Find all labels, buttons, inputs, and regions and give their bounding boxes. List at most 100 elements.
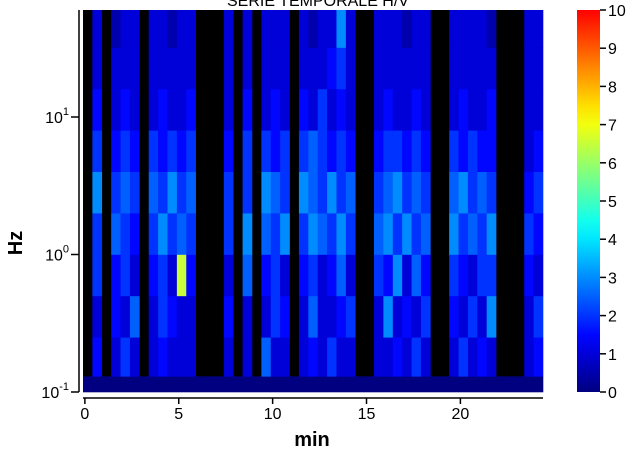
heatmap-cell [120,130,131,173]
heatmap-cell [120,47,131,90]
heatmap-cell [383,213,394,255]
heatmap-cell [167,376,178,393]
heatmap-cell [420,254,431,297]
heatmap-cell [533,213,544,255]
heatmap-cell [223,47,234,90]
heatmap-cell [327,171,337,214]
heatmap-cell [317,376,328,393]
heatmap-cell [111,213,121,255]
colorbar-tick-label: 8 [608,79,617,96]
heatmap-cell [392,337,403,377]
heatmap-cell [186,213,196,255]
heatmap-cell [439,376,450,393]
heatmap-cell [449,337,459,377]
heatmap-cell [158,254,168,297]
heatmap-cell [336,47,347,90]
heatmap-cell [411,254,422,297]
heatmap-cell [420,295,431,338]
heatmap-cell [345,295,356,338]
heatmap-cell [336,130,347,173]
heatmap-cell [374,295,384,338]
heatmap-cell [477,337,487,377]
heatmap-cell [186,376,196,393]
heatmap-cell [148,47,159,90]
heatmap-cell [383,171,394,214]
heatmap-cell [129,171,140,214]
heatmap-cell [449,254,459,297]
heatmap-cell [120,10,131,48]
heatmap-cell [120,295,131,338]
heatmap-cell [458,376,469,393]
heatmap-cell [345,130,356,173]
heatmap-cell [158,337,168,377]
heatmap-cell [158,376,168,393]
heatmap-cell [120,171,131,214]
heatmap-cell [345,337,356,377]
heatmap-cell [92,130,103,173]
heatmap-cell [120,213,131,255]
colorbar-tick-label: 2 [608,309,617,326]
heatmap-cell [289,376,300,393]
heatmap-cell [336,213,347,255]
heatmap-cell [111,295,121,338]
heatmap-cell [327,88,337,131]
heatmap-cell [524,10,534,48]
heatmap-cell [148,337,159,377]
heatmap-cell [176,376,187,393]
x-tick-label: 10 [264,406,282,423]
heatmap-cell [392,88,403,131]
heatmap-cell [477,88,487,131]
chart-title: SERIE TEMPORALE H/V [227,0,409,10]
heatmap-cell [308,337,318,377]
y-tick-base: 10 [45,110,63,127]
heatmap-cell [533,130,544,173]
heatmap-cell [383,130,394,173]
colorbar-tick-label: 6 [608,156,617,173]
heatmap-cell [261,47,272,90]
heatmap-cell [327,254,337,297]
heatmap-cell [345,254,356,297]
heatmap-cell [308,10,318,48]
heatmap-cell [477,130,487,173]
colorbar-tick-label: 10 [608,3,626,20]
heatmap-cell [298,47,309,90]
heatmap-cell [317,47,328,90]
heatmap-cell [486,171,497,214]
heatmap-cell [270,47,281,90]
heatmap-cell [524,295,534,338]
heatmap-cell [298,88,309,131]
heatmap-cell [148,254,159,297]
y-tick-label: 100 [45,243,69,264]
heatmap-cell [383,10,394,48]
heatmap-cell [467,47,478,90]
heatmap-cell [411,295,422,338]
heatmap-cell [449,47,459,90]
heatmap-cell [129,130,140,173]
heatmap-cell [242,295,253,338]
heatmap-cell [336,88,347,131]
heatmap-cell [92,295,103,338]
heatmap-cell [317,10,328,48]
y-tick-label: 10-1 [41,381,69,402]
heatmap-cell [374,337,384,377]
heatmap-cell [242,171,253,214]
heatmap-cell [486,213,497,255]
heatmap-cell [261,295,272,338]
heatmap-cell [449,295,459,338]
heatmap-cell [298,337,309,377]
heatmap-cell [280,130,290,173]
y-tick-label: 101 [45,106,69,127]
heatmap-cell [420,130,431,173]
heatmap-cell [458,88,469,131]
heatmap-cell [449,130,459,173]
colorbar [577,10,600,392]
heatmap-cell [336,171,347,214]
heatmap-cell [242,254,253,297]
heatmap-cell [111,337,121,377]
heatmap-cell [308,376,318,393]
heatmap-cell [158,47,168,90]
heatmap-cell [298,171,309,214]
heatmap-cell [270,88,281,131]
heatmap-cell [261,254,272,297]
heatmap-cell [111,88,121,131]
